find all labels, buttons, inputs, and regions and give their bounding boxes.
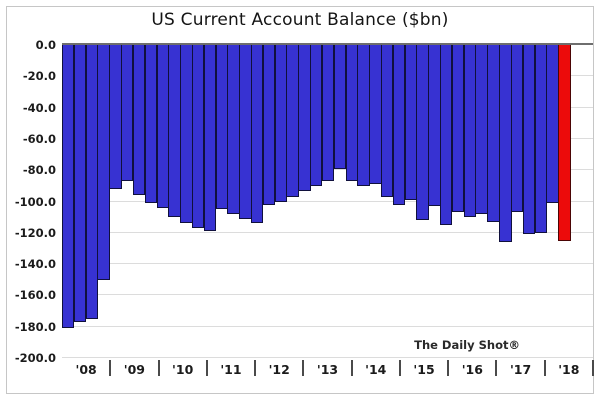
source-watermark: The Daily Shot® — [414, 338, 520, 352]
bar — [73, 45, 87, 322]
bar — [546, 45, 559, 204]
chart-title: US Current Account Balance ($bn) — [151, 10, 449, 30]
bar — [286, 45, 299, 197]
bar — [310, 45, 323, 186]
bar — [428, 45, 441, 207]
gridline — [62, 263, 593, 265]
bar — [510, 45, 524, 213]
bar — [109, 45, 122, 189]
bar — [333, 45, 347, 169]
x-year-label: '10 — [172, 362, 194, 377]
x-tick-separator — [447, 360, 450, 376]
x-tick-separator — [592, 360, 594, 376]
bar — [180, 45, 193, 224]
x-year-label: '13 — [316, 362, 339, 377]
y-tick-label: -120.0 — [14, 225, 56, 240]
bar — [475, 45, 488, 215]
bar — [404, 45, 417, 200]
bar — [369, 45, 382, 185]
x-tick-separator — [543, 360, 546, 376]
gridline — [62, 357, 593, 358]
plot-area — [62, 43, 593, 358]
zero-baseline — [62, 43, 593, 45]
bar — [121, 45, 134, 182]
x-tick-separator — [157, 360, 160, 376]
y-tick-label: -40.0 — [22, 100, 56, 115]
x-year-label: '16 — [461, 362, 483, 377]
y-tick-label: -100.0 — [14, 194, 56, 209]
y-tick-label: -60.0 — [22, 131, 56, 146]
bar — [345, 45, 358, 182]
bar — [85, 45, 99, 319]
bar — [380, 45, 394, 197]
bar — [321, 45, 335, 182]
bar — [463, 45, 477, 218]
y-tick-label: -180.0 — [14, 319, 56, 334]
bar — [487, 45, 500, 222]
x-tick-separator — [109, 360, 112, 376]
x-year-label: '09 — [123, 362, 146, 377]
x-tick-separator — [398, 360, 401, 376]
bar — [440, 45, 453, 225]
bar — [451, 45, 465, 213]
x-year-label: '12 — [268, 362, 290, 377]
x-tick-separator — [350, 360, 353, 376]
bar — [262, 45, 276, 205]
x-year-label: '08 — [75, 362, 97, 377]
gridline — [62, 231, 593, 233]
gridline — [62, 325, 593, 327]
bar — [239, 45, 252, 219]
bar — [298, 45, 311, 191]
y-tick-label: -200.0 — [14, 351, 56, 365]
y-tick-label: -20.0 — [22, 69, 56, 84]
bar — [144, 45, 158, 204]
x-year-label: '17 — [509, 362, 532, 377]
y-tick-label: 0.0 — [35, 38, 56, 52]
x-year-label: '14 — [365, 362, 387, 377]
x-tick-separator — [495, 360, 498, 376]
x-tick-separator — [302, 360, 305, 376]
bar — [203, 45, 217, 232]
x-year-label: '18 — [558, 362, 580, 377]
bar — [357, 45, 370, 186]
y-tick-label: -160.0 — [14, 288, 56, 303]
x-tick-separator — [254, 360, 257, 376]
bar — [274, 45, 288, 202]
y-axis-labels: 0.0 -20.0 -40.0 -60.0 -80.0 -100.0 -120.0 -140.… — [0, 0, 56, 400]
bar — [156, 45, 169, 208]
gridline — [62, 200, 593, 202]
bar — [392, 45, 406, 205]
x-year-label: '11 — [220, 362, 242, 377]
bar — [522, 45, 536, 235]
bar — [168, 45, 181, 218]
bar — [191, 45, 205, 229]
gridline — [62, 294, 593, 296]
bar — [534, 45, 547, 233]
x-tick-separator — [205, 360, 208, 376]
bar — [499, 45, 512, 243]
bar — [97, 45, 110, 280]
bar — [62, 45, 75, 329]
bar — [251, 45, 264, 224]
bar — [227, 45, 240, 215]
y-tick-label: -80.0 — [22, 163, 56, 178]
y-tick-label: -140.0 — [14, 257, 56, 272]
bar — [215, 45, 228, 210]
bar — [416, 45, 429, 221]
x-axis: '08 '09 '10 '11 '12 '13 '14 '15 '16 '17 '18 — [0, 358, 600, 388]
bar-highlighted — [558, 45, 571, 241]
bar — [132, 45, 146, 196]
x-year-label: '15 — [413, 362, 435, 377]
